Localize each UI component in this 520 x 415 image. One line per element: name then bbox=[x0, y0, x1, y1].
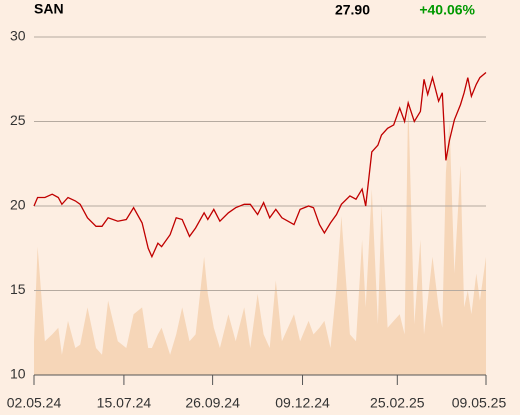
volume-area bbox=[34, 97, 486, 376]
price-line bbox=[33, 72, 487, 259]
y-tick-label: 10 bbox=[10, 366, 26, 382]
x-tick-label: 02.05.24 bbox=[7, 395, 62, 411]
x-tick-label: 09.12.24 bbox=[275, 395, 330, 411]
x-tick-label: 09.05.25 bbox=[452, 395, 507, 411]
last-price: 27.90 bbox=[335, 2, 370, 18]
x-tick-label: 25.02.25 bbox=[370, 395, 425, 411]
ticker: SAN bbox=[34, 1, 64, 17]
y-tick-label: 30 bbox=[10, 28, 26, 44]
y-tick-label: 20 bbox=[10, 197, 26, 213]
x-tick-label: 15.07.24 bbox=[97, 395, 152, 411]
y-tick-label: 25 bbox=[10, 112, 26, 128]
x-tick-label: 26.09.24 bbox=[185, 395, 240, 411]
change: +40.06% bbox=[419, 2, 475, 18]
y-tick-label: 15 bbox=[10, 281, 26, 297]
